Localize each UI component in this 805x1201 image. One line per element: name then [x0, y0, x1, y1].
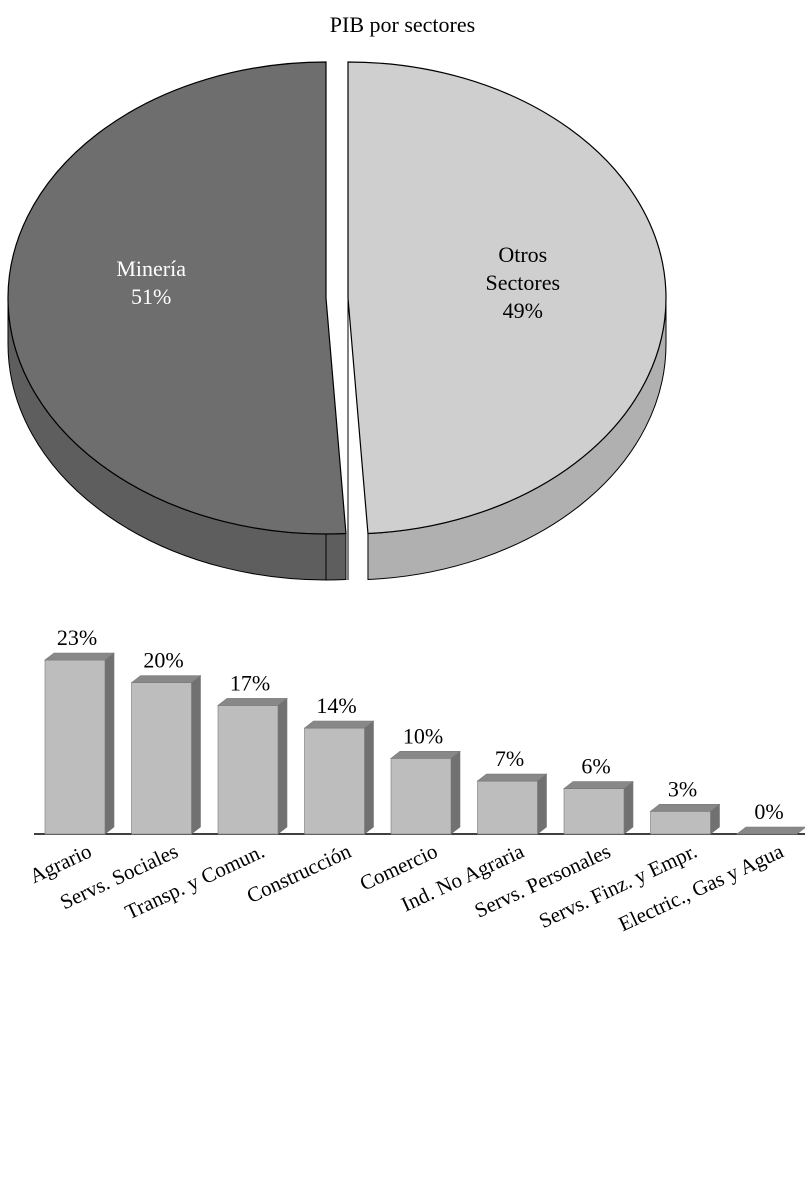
bar	[217, 697, 288, 835]
bar	[130, 675, 202, 835]
pie-slice-label: Minería	[116, 256, 186, 281]
pie-slice-value-label: 49%	[503, 298, 543, 323]
pie-slice-label: Otros	[498, 242, 547, 267]
bar-value-label: 6%	[581, 754, 610, 779]
bar-value-label: 20%	[143, 648, 183, 673]
bar	[736, 826, 805, 835]
bar-value-label: 17%	[230, 670, 270, 695]
bar-value-label: 23%	[57, 625, 97, 650]
bar-value-label: 7%	[495, 746, 524, 771]
bar	[303, 720, 375, 835]
bar-value-label: 10%	[403, 723, 443, 748]
bar	[44, 652, 115, 835]
pie-slice-2	[347, 61, 667, 581]
bar-value-label: 3%	[668, 776, 697, 801]
bar-value-label: 14%	[316, 693, 356, 718]
pie-chart: Minería 51% Otros Sectores 49%	[7, 61, 667, 581]
bar-value-label: 0%	[754, 799, 783, 824]
pie-slice-value-label: 51%	[131, 284, 171, 309]
bar	[390, 750, 461, 835]
pie-slice-label: Sectores	[486, 270, 561, 295]
bar	[476, 773, 548, 835]
bar	[563, 780, 634, 835]
pie-chart-title: PIB por sectores	[329, 12, 476, 37]
pie-slice-1	[7, 61, 347, 581]
bar	[649, 803, 721, 835]
